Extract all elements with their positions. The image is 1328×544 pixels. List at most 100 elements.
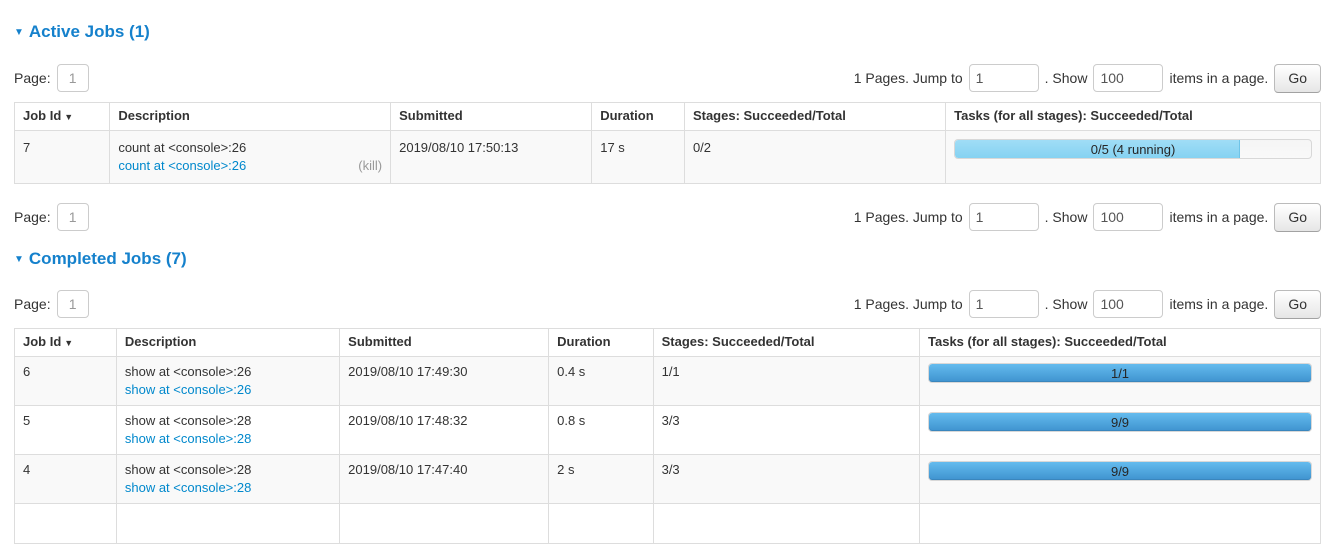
job-id-cell: 5 <box>14 405 117 455</box>
column-header-label: Job Id <box>23 108 62 123</box>
column-header-submitted[interactable]: Submitted <box>390 102 593 131</box>
jump-to-page-input[interactable] <box>968 290 1039 318</box>
job-row: 4 show at <console>:28 show at <console>:2… <box>14 454 1321 504</box>
items-per-page-input[interactable] <box>1093 64 1164 92</box>
task-progress-label: 9/9 <box>1110 415 1130 430</box>
go-button[interactable]: Go <box>1274 202 1321 232</box>
job-id-cell: 7 <box>13 130 111 184</box>
empty-cell <box>652 503 921 544</box>
job-detail-link[interactable]: show at <console>:28 <box>124 480 252 495</box>
active-jobs-title: Active Jobs (1) <box>28 22 150 41</box>
job-detail-link[interactable]: show at <console>:26 <box>124 382 252 397</box>
completed-jobs-table: Job Id ▼ Description Submitted Duration Stage… <box>14 328 1321 544</box>
column-header-duration[interactable]: Duration <box>591 102 685 131</box>
sort-desc-icon: ▼ <box>64 338 74 348</box>
column-header-job-id[interactable]: Job Id ▼ <box>14 328 117 357</box>
table-header-row: Job Id ▼ Description Submitted Duration Stage… <box>14 328 1321 357</box>
completed-jobs-title: Completed Jobs (7) <box>28 249 187 268</box>
empty-cell <box>919 503 1321 544</box>
pages-count-text: 1 Pages. Jump to <box>853 70 963 86</box>
column-header-label: Tasks (for all stages): Succeeded/Total <box>954 108 1193 123</box>
submitted-cell: 2019/08/10 17:49:30 <box>339 356 550 406</box>
items-text: items in a page. <box>1169 70 1269 86</box>
job-description-text: count at <console>:26 <box>118 140 247 155</box>
collapse-arrow-icon: ▼ <box>14 27 24 38</box>
job-row: 6 show at <console>:26 show at <console>:2… <box>14 356 1321 406</box>
job-id-cell: 4 <box>14 454 117 504</box>
current-page-input[interactable] <box>56 64 89 92</box>
kill-job-link[interactable]: (kill) <box>358 158 383 173</box>
column-header-tasks-for-all-stages-succeeded-total[interactable]: Tasks (for all stages): Succeeded/Total <box>919 328 1321 357</box>
job-description-links: show at <console>:28 <box>125 479 331 497</box>
current-page-input[interactable] <box>56 203 89 231</box>
stages-cell: 0/2 <box>683 130 947 184</box>
active-jobs-table: Job Id ▼ Description Submitted Duration Stage… <box>13 102 1321 184</box>
job-description-links: count at <console>:26 (kill) <box>118 157 382 175</box>
jump-to-page-input[interactable] <box>968 203 1039 231</box>
job-detail-link[interactable]: show at <console>:28 <box>124 431 252 446</box>
job-id-cell: 6 <box>14 356 117 406</box>
task-progress-fill <box>929 364 1311 382</box>
duration-cell: 0.4 s <box>548 356 654 406</box>
go-button[interactable]: Go <box>1274 63 1321 93</box>
task-progress-bar: 0/5 (4 running) <box>954 139 1312 159</box>
column-header-tasks-for-all-stages-succeeded-total[interactable]: Tasks (for all stages): Succeeded/Total <box>945 102 1321 131</box>
duration-cell: 2 s <box>548 454 654 504</box>
completed-jobs-heading[interactable]: ▼ Completed Jobs (7) <box>14 250 1321 269</box>
submitted-cell: 2019/08/10 17:50:13 <box>390 130 593 184</box>
stages-cell: 1/1 <box>652 356 921 406</box>
job-detail-link[interactable]: count at <console>:26 <box>118 158 247 173</box>
column-header-description[interactable]: Description <box>109 102 392 131</box>
task-progress-label: 9/9 <box>1110 464 1130 479</box>
tasks-cell: 9/9 <box>919 405 1321 455</box>
empty-cell <box>115 503 341 544</box>
pagination-bar: Page: 1 Pages. Jump to . Show items in a… <box>14 202 1321 232</box>
column-header-stages-succeeded-total[interactable]: Stages: Succeeded/Total <box>683 102 947 131</box>
pagination-bar: Page: 1 Pages. Jump to . Show items in a… <box>14 289 1321 319</box>
column-header-label: Stages: Succeeded/Total <box>692 108 846 123</box>
show-text: . Show <box>1044 209 1088 225</box>
description-cell: show at <console>:28 show at <console>:28 <box>115 454 341 504</box>
column-header-job-id[interactable]: Job Id ▼ <box>13 102 111 131</box>
empty-cell <box>14 503 117 544</box>
pagination-bar: Page: 1 Pages. Jump to . Show items in a… <box>14 63 1321 93</box>
column-header-submitted[interactable]: Submitted <box>339 328 550 357</box>
empty-cell <box>339 503 550 544</box>
job-description-links: show at <console>:26 <box>125 381 331 399</box>
page-label: Page: <box>14 209 51 225</box>
jump-to-page-input[interactable] <box>968 64 1039 92</box>
items-text: items in a page. <box>1169 209 1269 225</box>
column-header-label: Description <box>118 108 190 123</box>
task-progress-bar: 9/9 <box>928 461 1312 481</box>
task-progress-bar: 1/1 <box>928 363 1312 383</box>
job-description-links: show at <console>:28 <box>125 430 331 448</box>
job-row: 7 count at <console>:26 count at <console>… <box>13 130 1321 184</box>
tasks-cell: 9/9 <box>919 454 1321 504</box>
task-progress-label: 0/5 (4 running) <box>1090 142 1176 157</box>
current-page-input[interactable] <box>56 290 89 318</box>
show-text: . Show <box>1044 70 1088 86</box>
items-per-page-input[interactable] <box>1093 290 1164 318</box>
tasks-cell: 0/5 (4 running) <box>945 130 1321 184</box>
go-button[interactable]: Go <box>1274 289 1321 319</box>
duration-cell: 17 s <box>591 130 685 184</box>
stages-cell: 3/3 <box>652 405 921 455</box>
column-header-stages-succeeded-total[interactable]: Stages: Succeeded/Total <box>652 328 921 357</box>
task-progress-label: 1/1 <box>1110 366 1130 381</box>
job-description-text: show at <console>:28 <box>124 462 252 477</box>
items-per-page-input[interactable] <box>1093 203 1164 231</box>
active-jobs-heading[interactable]: ▼ Active Jobs (1) <box>14 23 1321 42</box>
job-row-partial <box>14 503 1321 544</box>
job-description-text: show at <console>:28 <box>124 413 252 428</box>
pages-count-text: 1 Pages. Jump to <box>853 296 963 312</box>
empty-cell <box>548 503 654 544</box>
table-header-row: Job Id ▼ Description Submitted Duration Stage… <box>13 102 1321 131</box>
submitted-cell: 2019/08/10 17:47:40 <box>339 454 550 504</box>
task-progress-fill <box>929 413 1311 431</box>
column-header-duration[interactable]: Duration <box>548 328 654 357</box>
column-header-description[interactable]: Description <box>115 328 341 357</box>
jobs-page: ▼ Active Jobs (1) Page: 1 Pages. Jump to … <box>0 23 1328 544</box>
submitted-cell: 2019/08/10 17:48:32 <box>339 405 550 455</box>
pages-count-text: 1 Pages. Jump to <box>853 209 963 225</box>
sort-desc-icon: ▼ <box>64 112 74 122</box>
